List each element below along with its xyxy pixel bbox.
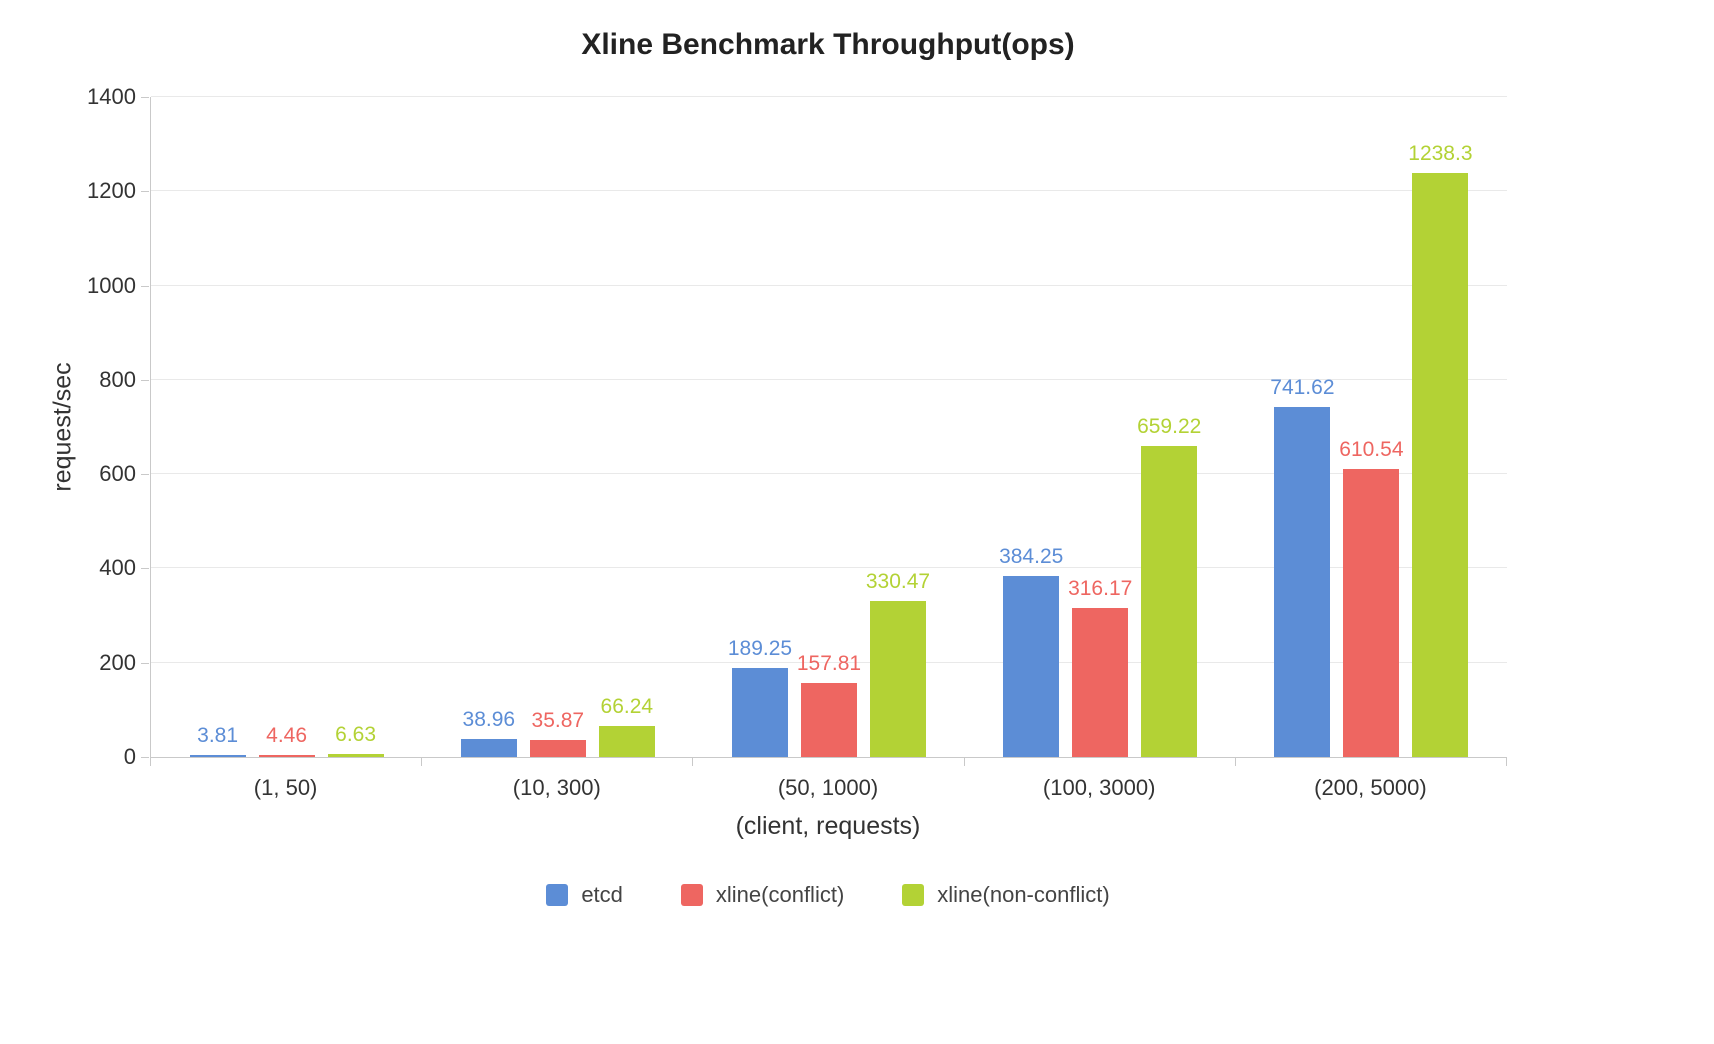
y-tick-label: 1000 (87, 272, 136, 298)
bar-etcd-5 (1274, 407, 1331, 757)
bar-value-label: 66.24 (600, 694, 654, 718)
y-tick-label: 1400 (87, 84, 136, 109)
bar-etcd-2 (460, 738, 517, 757)
legend-item-etcd: etcd (546, 882, 623, 908)
gridline (151, 473, 1507, 475)
bar-etcd-1 (189, 755, 246, 757)
bar-etcd-3 (732, 667, 788, 757)
bar-xline(conflict)-3 (801, 682, 857, 757)
x-tick-label: (100, 3000) (1042, 775, 1156, 800)
bar-value-label: 610.54 (1339, 438, 1404, 462)
legend-label: xline(non-conflict) (937, 882, 1110, 907)
legend-swatch-icon (902, 884, 925, 906)
bar-value-label: 330.47 (865, 570, 931, 594)
bar-xline(conflict)-4 (1072, 607, 1129, 757)
y-tick-label: 1200 (87, 178, 136, 204)
x-tick-mark (1506, 758, 1507, 766)
y-tick-mark (141, 662, 149, 664)
legend-item-xline(non-conflict): xline(non-conflict) (902, 882, 1110, 908)
y-tick-mark (141, 568, 149, 570)
gridline (151, 567, 1507, 569)
gridline (151, 284, 1507, 286)
x-tick-label: (50, 1000) (777, 775, 879, 800)
gridline (151, 96, 1507, 97)
y-tick-mark (141, 285, 149, 287)
x-tick-label: (10, 300) (512, 775, 601, 800)
x-tick-mark (1234, 758, 1236, 766)
chart-title: Xline Benchmark Throughput(ops) (581, 28, 1075, 61)
x-tick-label: (1, 50) (253, 775, 318, 800)
bar-xline(conflict)-5 (1343, 469, 1400, 757)
bar-xline(non-conflict)-2 (598, 725, 655, 757)
legend: etcd xline(conflict) xline(non-conflict) (150, 882, 1506, 908)
bar-value-label: 157.81 (796, 651, 862, 675)
bar-value-label: 189.25 (727, 636, 793, 660)
y-tick-mark (141, 757, 149, 758)
bar-value-label: 35.87 (531, 709, 585, 733)
y-tick-mark (141, 379, 149, 381)
bar-xline(conflict)-2 (529, 740, 586, 757)
bar-xline(non-conflict)-4 (1141, 446, 1198, 757)
gridline (151, 661, 1507, 663)
bar-xline(non-conflict)-1 (327, 753, 384, 757)
y-tick-mark (141, 191, 149, 193)
bar-value-label: 3.81 (197, 724, 239, 747)
gridline (151, 190, 1507, 192)
x-tick-label: (200, 5000) (1314, 775, 1427, 800)
legend-swatch-icon (680, 884, 703, 906)
bar-value-label: 4.46 (266, 723, 308, 747)
bar-value-label: 1238.3 (1408, 142, 1473, 166)
x-tick-mark (692, 758, 694, 766)
y-tick-label: 200 (99, 649, 136, 675)
bar-value-label: 384.25 (999, 544, 1064, 568)
bar-value-label: 6.63 (335, 722, 377, 746)
y-tick-mark (141, 97, 149, 98)
legend-swatch-icon (546, 884, 569, 906)
y-tick-label: 800 (99, 366, 136, 392)
bar-etcd-4 (1003, 575, 1060, 757)
x-tick-mark (421, 758, 423, 766)
y-tick-label: 600 (99, 461, 136, 487)
legend-label: xline(conflict) (715, 882, 845, 907)
bar-xline(conflict)-1 (258, 754, 315, 757)
y-tick-label: 400 (99, 555, 136, 581)
y-tick-label: 0 (123, 744, 136, 769)
bar-value-label: 659.22 (1137, 415, 1202, 439)
bar-value-label: 38.96 (462, 707, 516, 731)
bar-value-label: 316.17 (1068, 576, 1133, 600)
x-tick-mark (963, 758, 965, 766)
x-tick-mark (150, 758, 151, 766)
legend-label: etcd (581, 882, 623, 907)
legend-item-xline(conflict): xline(conflict) (680, 882, 845, 908)
x-axis-label: (client, requests) (735, 812, 921, 840)
gridline (151, 378, 1507, 380)
bar-xline(non-conflict)-3 (870, 601, 926, 757)
bar-value-label: 741.62 (1270, 376, 1335, 400)
plot-area: 3.81 4.46 6.63 38.96 35.87 66.24 189.25 157.81 3… (150, 96, 1507, 758)
y-tick-mark (141, 474, 149, 476)
bar-xline(non-conflict)-5 (1412, 173, 1469, 757)
